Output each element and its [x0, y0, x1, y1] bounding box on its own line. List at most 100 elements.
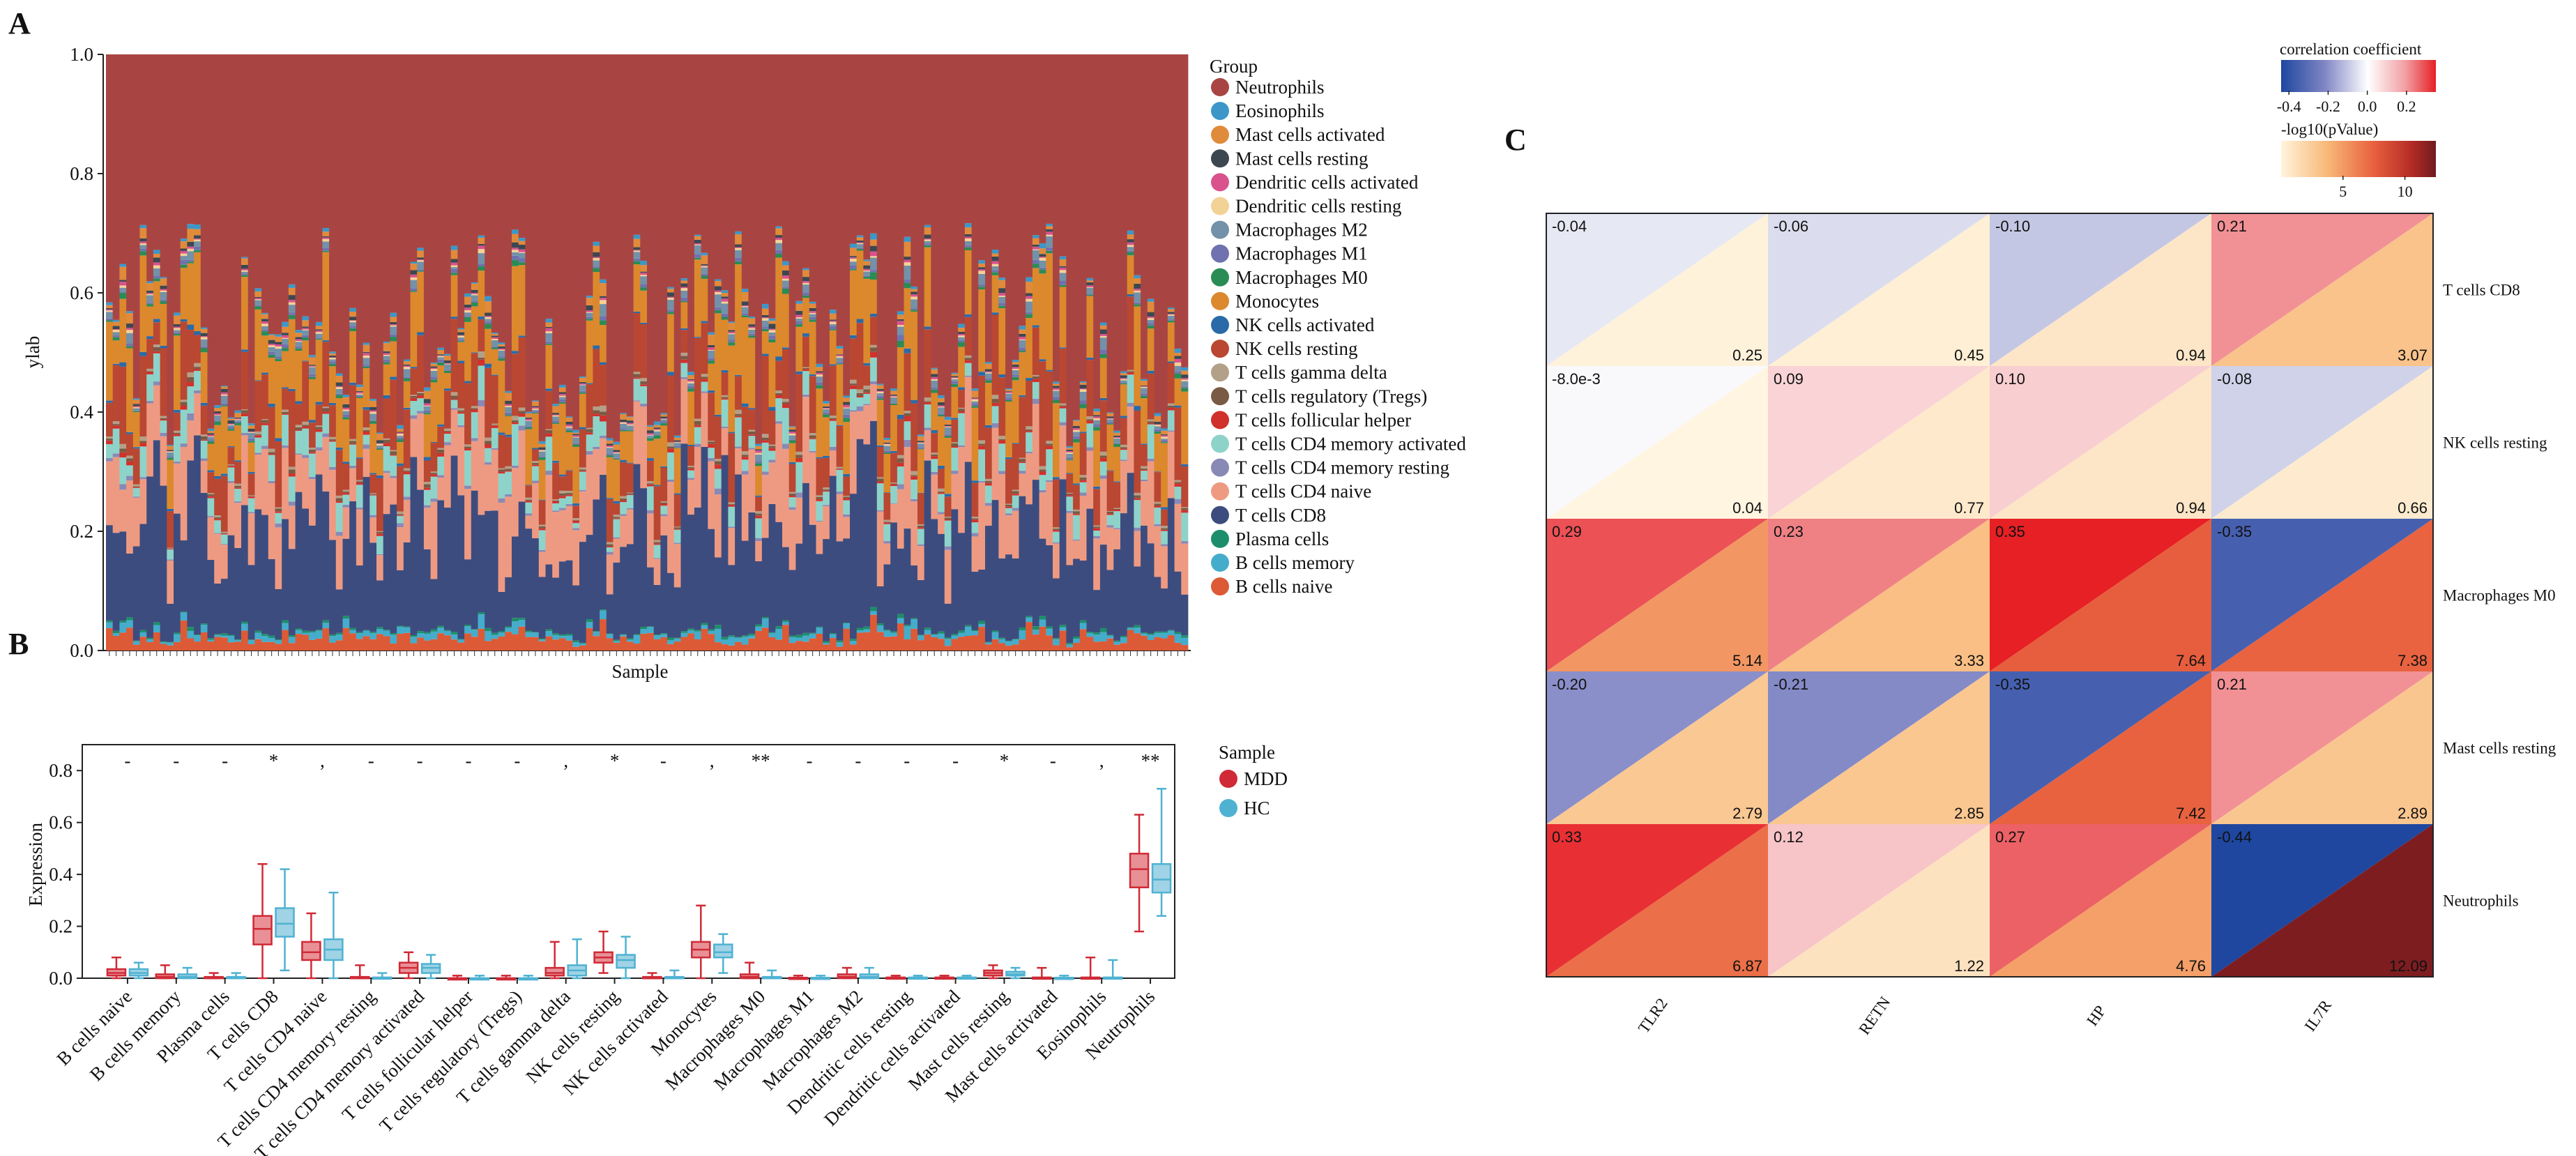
bar-segment [728, 342, 736, 346]
bar-segment [626, 423, 634, 425]
bar-segment [593, 258, 600, 261]
bar-segment [410, 274, 418, 277]
bar-segment [295, 628, 303, 630]
bar-segment [721, 313, 729, 317]
bar-segment [471, 283, 478, 290]
bar-segment [694, 259, 701, 337]
bar-segment [728, 432, 736, 434]
panel-a-y-tick-label: 0.4 [70, 402, 93, 423]
bar-segment [1079, 404, 1087, 409]
panel-c-row-label: T cells CD8 [2443, 282, 2520, 299]
bar-segment [673, 437, 681, 441]
bar-segment [471, 301, 478, 303]
bar-segment [1039, 538, 1046, 616]
bar-segment [775, 395, 783, 399]
bar-segment [761, 437, 769, 441]
bar-segment [309, 477, 317, 480]
bar-segment [876, 393, 884, 396]
bar-segment [715, 286, 722, 291]
bar-segment [640, 275, 648, 277]
bar-segment [1174, 487, 1182, 499]
bar-segment [735, 234, 742, 245]
bar-segment [586, 450, 593, 455]
bar-segment [329, 439, 337, 441]
bar-segment [349, 311, 357, 317]
bar-segment [694, 54, 701, 235]
bar-segment [755, 624, 763, 627]
bar-segment [430, 579, 438, 630]
bar-segment [910, 400, 918, 404]
bar-segment [430, 362, 438, 364]
bar-segment [816, 374, 823, 377]
bar-segment [1147, 424, 1154, 459]
bar-segment [890, 397, 898, 404]
bar-segment [1141, 386, 1148, 387]
bar-segment [931, 379, 938, 381]
bar-segment [437, 354, 445, 356]
bar-segment [254, 309, 262, 381]
bar-segment [106, 628, 114, 651]
cell-corr-label: -0.08 [2217, 370, 2252, 388]
bar-segment [910, 286, 918, 289]
bar-segment [106, 621, 114, 623]
bar-segment [904, 411, 911, 413]
bar-segment [160, 299, 167, 301]
bar-segment [1141, 635, 1148, 651]
box-iqr [1129, 853, 1150, 888]
bar-segment [1161, 439, 1168, 441]
bar-segment [525, 501, 533, 503]
bar-segment [1147, 458, 1154, 462]
bar-segment [139, 225, 147, 229]
bar-segment [430, 443, 438, 472]
bar-segment [985, 482, 993, 486]
bar-segment [126, 620, 134, 628]
bar-segment [985, 503, 993, 506]
bar-segment [254, 509, 262, 631]
bar-segment [369, 420, 377, 421]
bar-segment [944, 434, 952, 436]
bar-segment [613, 452, 620, 454]
bar-segment [653, 635, 661, 639]
bar-segment [478, 628, 485, 651]
bar-segment [471, 294, 478, 296]
bar-segment [194, 225, 201, 229]
bar-segment [890, 503, 898, 523]
bar-segment [1059, 627, 1067, 631]
bar-segment [816, 522, 823, 554]
bar-segment [904, 288, 911, 349]
box-mdd [642, 972, 662, 980]
box-hc [957, 975, 977, 980]
bar-segment [1066, 647, 1074, 651]
bar-segment [417, 335, 425, 393]
bar-segment [640, 378, 648, 381]
bar-segment [606, 552, 613, 555]
bar-segment [660, 467, 668, 502]
bar-segment [180, 256, 188, 261]
bar-segment [910, 403, 918, 471]
bar-segment [1106, 471, 1114, 511]
bar-segment [850, 335, 858, 339]
cell-pvalue-triangle [1768, 366, 1990, 519]
bar-segment [383, 438, 390, 440]
bar-segment [883, 446, 891, 451]
bar-segment [944, 546, 952, 550]
bar-segment [485, 316, 492, 317]
bar-segment [863, 278, 871, 363]
bar-segment [1019, 471, 1026, 474]
bar-segment [667, 296, 675, 298]
bar-segment [282, 335, 289, 338]
bar-segment [498, 349, 505, 351]
bar-segment [856, 250, 864, 319]
bar-segment [430, 631, 438, 639]
bar-segment [322, 620, 330, 623]
bar-segment [816, 54, 823, 364]
bar-segment [951, 379, 959, 381]
bar-segment [694, 420, 701, 425]
bar-segment [437, 456, 445, 476]
bar-segment [1174, 407, 1182, 480]
corr-colorbar-tick-label: -0.4 [2277, 98, 2301, 115]
bar-segment [335, 448, 343, 450]
bar-segment [397, 515, 404, 516]
bar-segment [552, 512, 560, 578]
box-iqr [616, 954, 636, 969]
